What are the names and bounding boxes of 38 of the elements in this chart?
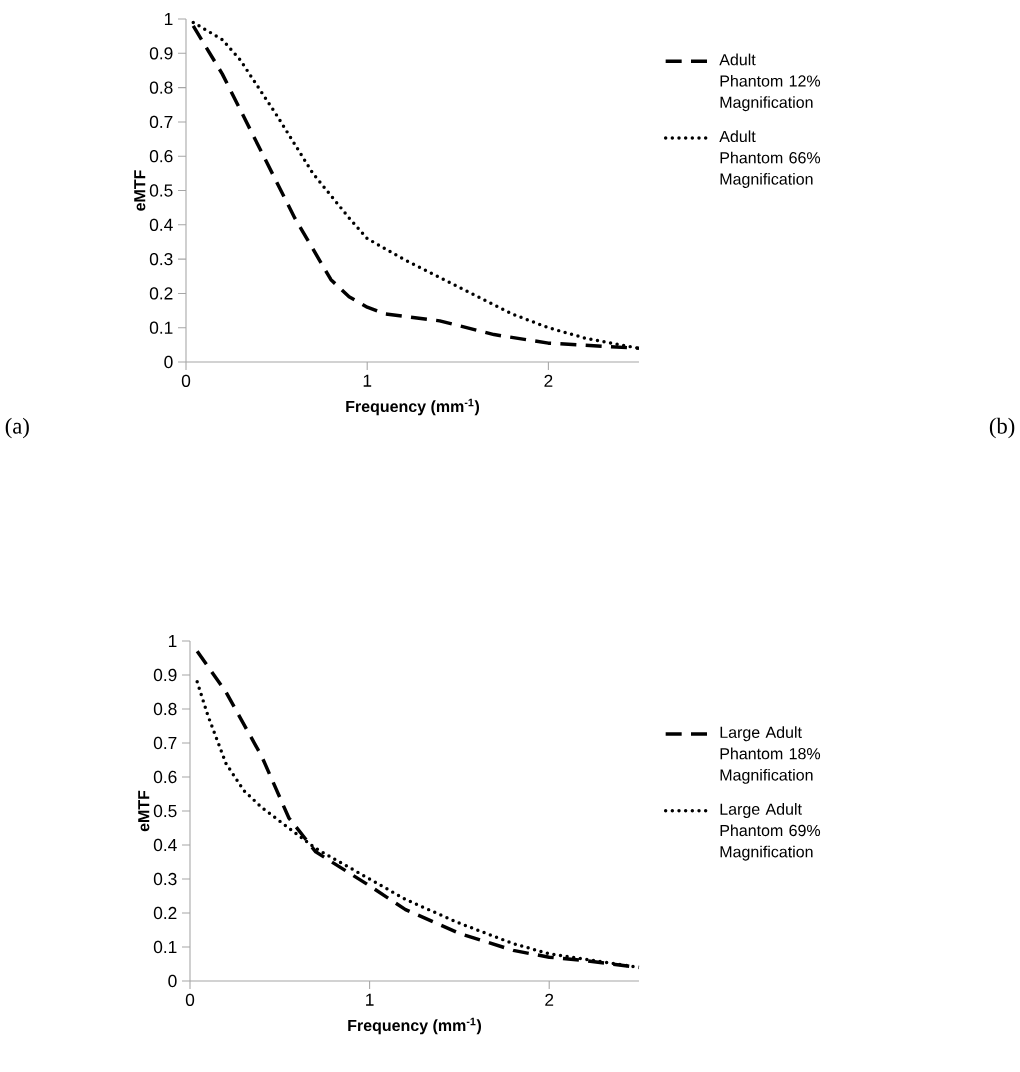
y-tick-label: 0.4	[149, 218, 173, 231]
x-tick-label: 2	[544, 374, 553, 387]
text: (a)	[5, 417, 29, 439]
y-tick-label: 0.1	[149, 321, 173, 334]
y-tick-label: 0.3	[153, 872, 177, 886]
legend-label: Large Adult Phantom 69% Magnification	[720, 803, 821, 861]
x-tick-label: 2	[545, 993, 554, 1006]
y-tick-label: 0.8	[149, 81, 173, 94]
y-axis-title: eMTF	[134, 170, 146, 211]
y-tick-label: 0.6	[153, 770, 177, 784]
y-tick-label: 1	[168, 635, 177, 647]
x-axis-title: Frequency (mm$^{-1}$)	[346, 398, 480, 416]
y-tick-label: 0	[164, 355, 173, 369]
y-tick-label: 0.1	[153, 940, 177, 954]
y-tick-label: 0.4	[153, 838, 177, 852]
y-tick-label: 0.2	[149, 287, 173, 300]
y-tick-label: 0.6	[149, 150, 173, 163]
legend-label: Adult Phantom 66% Magnification	[719, 130, 821, 188]
y-tick-label: 0	[168, 974, 177, 988]
legend-label: Large Adult Phantom 18% Magnification	[720, 726, 821, 784]
y-tick-label: 0.5	[149, 184, 173, 197]
y-tick-label: 0.8	[153, 702, 177, 716]
y-tick-label: 0.9	[149, 47, 173, 60]
x-axis-title: Frequency (mm$^{-1}$)	[348, 1017, 482, 1035]
x-tick-label: 0	[181, 374, 191, 387]
y-tick-label: 0.7	[153, 736, 177, 750]
text: (b)	[989, 417, 1015, 439]
legend-label: Adult Phantom 12% Magnification	[719, 53, 821, 112]
y-tick-label: 0.5	[153, 804, 177, 818]
x-tick-label: 1	[366, 993, 374, 1006]
y-tick-label: 0.2	[153, 906, 177, 920]
y-tick-label: 0.3	[149, 252, 173, 266]
y-tick-label: 0.7	[149, 115, 173, 129]
y-tick-label: 0.9	[153, 668, 177, 682]
x-tick-label: 0	[185, 993, 195, 1006]
y-tick-label: 1	[164, 13, 173, 25]
y-axis-title: eMTF	[138, 790, 150, 832]
x-tick-label: 1	[363, 374, 372, 387]
